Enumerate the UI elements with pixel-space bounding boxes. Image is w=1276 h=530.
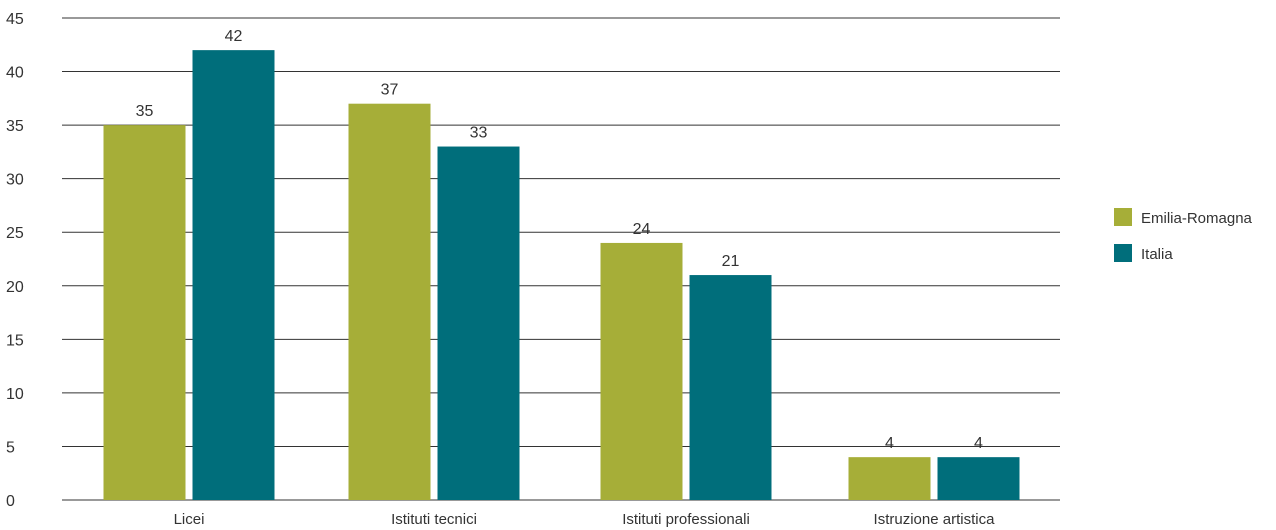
bar-italia-1 (437, 146, 520, 501)
bar-italia-3 (937, 457, 1020, 500)
data-label: 21 (722, 253, 740, 270)
data-label: 33 (470, 125, 488, 142)
legend-label: Italia (1141, 246, 1173, 263)
legend-swatch (1114, 208, 1132, 226)
data-label: 24 (633, 221, 651, 238)
x-axis-categories: Licei Istituti tecnici Istituti profession… (174, 511, 996, 528)
bar-emilia-romagna-2 (600, 242, 683, 500)
y-tick-label: 30 (6, 172, 24, 189)
data-labels: 35 42 37 33 24 21 4 4 (136, 28, 983, 452)
y-tick-label: 10 (6, 386, 24, 403)
y-tick-label: 15 (6, 332, 24, 349)
y-tick-label: 35 (6, 118, 24, 135)
bar-italia-2 (689, 275, 772, 500)
x-category-label: Istituti professionali (622, 511, 750, 528)
y-tick-label: 40 (6, 65, 24, 82)
data-label: 35 (136, 103, 154, 120)
bar-emilia-romagna-3 (848, 457, 931, 500)
data-label: 4 (885, 435, 894, 452)
bar-emilia-romagna-1 (348, 103, 431, 500)
x-category-label: Istituti tecnici (391, 511, 477, 528)
y-tick-label: 45 (6, 11, 24, 28)
y-tick-label: 20 (6, 279, 24, 296)
x-category-label: Istruzione artistica (874, 511, 996, 528)
data-label: 37 (381, 82, 399, 99)
bars (103, 50, 1020, 501)
y-tick-label: 25 (6, 225, 24, 242)
data-label: 4 (974, 435, 983, 452)
legend-label: Emilia-Romagna (1141, 210, 1253, 227)
y-tick-label: 5 (6, 439, 15, 456)
legend: Emilia-Romagna Italia (1114, 208, 1253, 263)
x-category-label: Licei (174, 511, 205, 528)
bar-emilia-romagna-0 (103, 125, 186, 500)
data-label: 42 (225, 28, 243, 45)
bar-italia-0 (192, 50, 275, 501)
y-tick-label: 0 (6, 493, 15, 510)
legend-swatch (1114, 244, 1132, 262)
y-axis-ticks: 0 5 10 15 20 25 30 35 40 45 (6, 11, 24, 510)
